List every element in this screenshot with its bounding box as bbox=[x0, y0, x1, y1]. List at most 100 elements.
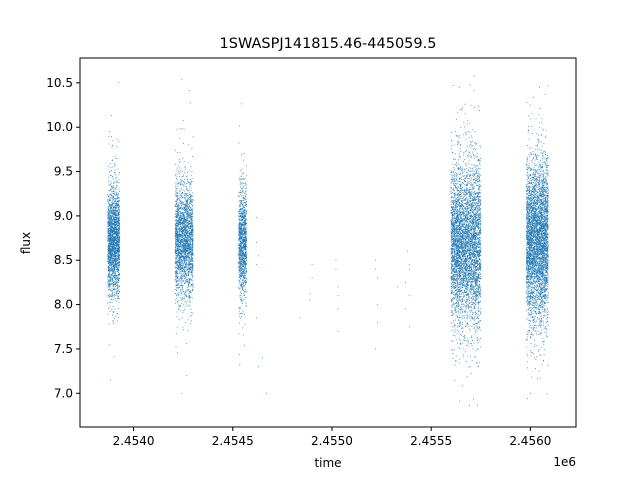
data-point bbox=[180, 277, 182, 279]
data-point bbox=[186, 217, 188, 219]
data-point bbox=[239, 264, 241, 266]
data-point bbox=[181, 249, 183, 251]
data-point bbox=[187, 269, 189, 271]
data-point bbox=[189, 323, 191, 325]
data-point bbox=[177, 248, 179, 249]
data-point bbox=[179, 200, 181, 202]
data-point bbox=[111, 222, 113, 224]
data-point bbox=[178, 294, 180, 296]
data-point bbox=[113, 218, 115, 220]
data-point bbox=[176, 169, 178, 171]
data-point bbox=[111, 241, 113, 243]
data-point bbox=[114, 221, 115, 223]
data-point bbox=[185, 165, 187, 167]
data-point bbox=[113, 275, 115, 277]
data-point bbox=[107, 248, 109, 250]
data-point bbox=[180, 183, 182, 185]
data-point bbox=[109, 222, 111, 223]
data-point bbox=[183, 291, 185, 293]
data-point bbox=[183, 275, 185, 277]
data-point bbox=[109, 220, 111, 222]
data-point bbox=[239, 216, 241, 217]
data-point bbox=[191, 257, 192, 259]
data-point bbox=[190, 207, 191, 209]
data-point bbox=[118, 262, 120, 264]
data-point bbox=[113, 264, 115, 266]
data-point bbox=[191, 203, 193, 205]
data-point bbox=[192, 312, 194, 314]
data-point bbox=[190, 236, 192, 238]
data-point bbox=[241, 168, 243, 170]
data-point bbox=[176, 175, 178, 177]
data-point bbox=[114, 207, 116, 209]
data-point bbox=[114, 241, 115, 242]
data-point bbox=[183, 218, 185, 220]
data-point bbox=[107, 296, 109, 298]
data-point bbox=[182, 233, 184, 235]
data-point bbox=[190, 291, 192, 293]
data-point bbox=[189, 102, 191, 104]
data-point bbox=[179, 264, 181, 266]
data-point bbox=[112, 159, 113, 161]
data-point bbox=[187, 179, 189, 181]
data-point bbox=[179, 262, 181, 264]
data-point bbox=[109, 275, 111, 277]
data-point bbox=[117, 252, 119, 254]
data-point bbox=[186, 294, 188, 296]
data-point bbox=[180, 184, 182, 186]
data-point bbox=[180, 228, 182, 230]
data-point bbox=[176, 197, 178, 199]
data-point bbox=[175, 194, 177, 196]
data-point bbox=[190, 249, 192, 251]
data-point bbox=[177, 268, 179, 270]
data-point bbox=[113, 221, 115, 223]
data-point bbox=[183, 240, 185, 242]
data-point bbox=[116, 204, 118, 206]
data-point bbox=[118, 260, 120, 262]
data-point bbox=[183, 220, 185, 222]
data-point bbox=[115, 232, 117, 234]
data-point bbox=[112, 294, 114, 296]
data-point bbox=[188, 248, 190, 250]
data-point bbox=[185, 276, 187, 278]
data-point bbox=[175, 252, 177, 254]
data-point bbox=[107, 212, 109, 214]
data-point bbox=[181, 178, 183, 180]
data-point bbox=[179, 210, 181, 212]
data-point bbox=[185, 243, 187, 245]
data-point bbox=[188, 270, 190, 272]
data-point bbox=[188, 232, 190, 234]
data-point bbox=[189, 292, 191, 294]
data-point bbox=[240, 181, 241, 183]
data-point bbox=[180, 225, 182, 227]
data-point bbox=[240, 254, 242, 255]
data-point bbox=[181, 276, 183, 278]
data-point bbox=[244, 209, 246, 211]
data-point bbox=[192, 282, 193, 284]
data-point bbox=[186, 289, 188, 291]
data-point bbox=[115, 240, 117, 242]
data-point bbox=[175, 200, 177, 202]
data-point bbox=[176, 271, 178, 273]
data-point bbox=[186, 213, 188, 215]
data-point bbox=[175, 203, 177, 205]
data-point bbox=[111, 197, 113, 199]
data-point bbox=[108, 301, 110, 303]
data-point bbox=[187, 206, 189, 208]
data-point bbox=[110, 236, 112, 238]
data-point bbox=[112, 261, 114, 263]
data-point bbox=[109, 259, 111, 261]
data-point bbox=[117, 221, 119, 223]
data-point bbox=[186, 186, 187, 188]
data-point bbox=[110, 254, 112, 256]
data-point bbox=[182, 213, 184, 215]
data-point bbox=[109, 239, 111, 241]
data-point bbox=[175, 225, 176, 227]
data-point bbox=[114, 188, 116, 190]
data-point bbox=[242, 280, 244, 282]
data-point bbox=[117, 313, 118, 315]
data-point bbox=[110, 233, 111, 234]
data-point bbox=[112, 248, 114, 250]
data-point bbox=[116, 245, 118, 247]
data-point bbox=[189, 217, 191, 219]
